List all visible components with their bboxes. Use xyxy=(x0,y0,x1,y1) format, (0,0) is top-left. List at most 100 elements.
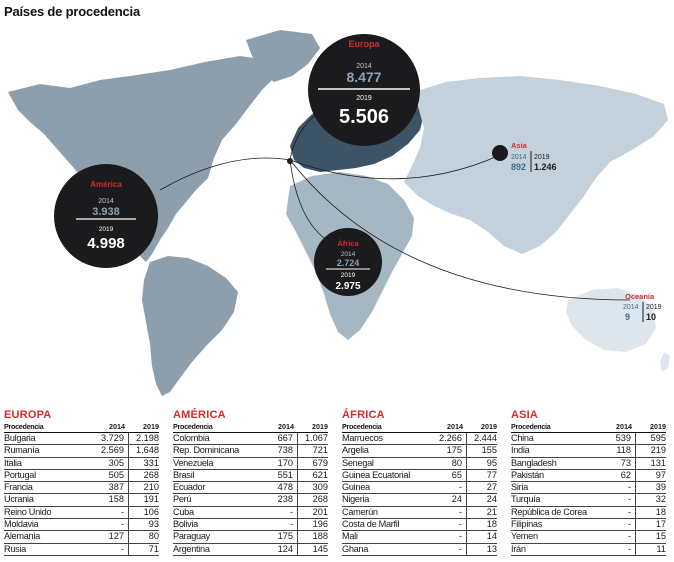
cell-country: Cuba xyxy=(173,506,194,517)
cell-country: Rumanía xyxy=(4,445,40,456)
cell-country: Rep. Dominicana xyxy=(173,445,239,456)
table-title: ÁFRICA xyxy=(342,409,385,421)
cell-2014: - xyxy=(601,531,636,543)
cell-2019: 196 xyxy=(312,519,328,530)
table-row: Francia 387 210 xyxy=(4,482,159,495)
cell-2019: 210 xyxy=(143,482,159,493)
cell-2014: 2014 xyxy=(447,422,463,431)
cell-2019: 11 xyxy=(656,543,666,554)
table-row: Mali - 14 xyxy=(342,531,497,544)
cell-2014: - xyxy=(432,543,467,555)
cell-country: Bolivia xyxy=(173,519,198,530)
cell-2019: 24 xyxy=(486,494,497,505)
cell-country: Bulgaria xyxy=(4,433,36,443)
bubble-asia-value-2014: 892 xyxy=(511,162,526,172)
cell-2019: 80 xyxy=(148,531,159,542)
bubble-europa-name: Europa xyxy=(348,39,380,49)
cell-2014: 175 xyxy=(432,445,467,457)
bubble-asia-label-2019: 2019 xyxy=(534,154,550,161)
bubble-asia-name: Asia xyxy=(511,141,528,150)
cell-2019: 93 xyxy=(148,519,159,530)
cell-country: Moldavia xyxy=(4,519,39,530)
cell-2019: 18 xyxy=(486,519,497,530)
spain-marker xyxy=(287,158,293,164)
cell-2014: 2.266 xyxy=(432,433,467,445)
cell-country: Filipinas xyxy=(511,519,542,530)
bubble-america-name: América xyxy=(90,180,122,189)
south-america-shape xyxy=(142,256,238,396)
table-row: Portugal 505 268 xyxy=(4,469,159,483)
cell-2019: 95 xyxy=(486,457,497,468)
table-row: Argentina 124 145 xyxy=(173,543,328,556)
tables-section: EUROPA Procedencia 2014 2019 Bulgaria 3.729 2.… xyxy=(4,408,672,560)
cell-country: Nigeria xyxy=(342,494,370,505)
table-row: República de Corea - 18 xyxy=(511,506,666,520)
table-row: Argelia 175 155 xyxy=(342,445,497,458)
bubble-america-value-2019: 4.998 xyxy=(87,235,125,252)
table-header-row: Procedencia 2014 2019 xyxy=(173,422,328,433)
cell-country: Venezuela xyxy=(173,457,214,468)
bubble-europa: Europa 2014 8.477 2019 5.506 xyxy=(308,34,420,146)
bubble-america-value-2014: 3.938 xyxy=(92,206,120,218)
table-header-row: Procedencia 2014 2019 xyxy=(511,422,666,433)
table-row: Pakistán 62 97 xyxy=(511,469,666,483)
cell-country: República de Corea xyxy=(511,506,587,517)
cell-country: Marruecos xyxy=(342,433,383,443)
cell-2014: 305 xyxy=(94,457,129,469)
cell-country: China xyxy=(511,433,534,443)
bubble-asia: Asia 2014 892 2019 1.246 xyxy=(492,141,557,172)
cell-2014: 127 xyxy=(94,531,129,543)
connection-lines xyxy=(159,99,631,301)
table-row: Senegal 80 95 xyxy=(342,457,497,470)
cell-2014: 2.569 xyxy=(94,445,129,457)
table-row: Cuba - 201 xyxy=(173,506,328,520)
table-row: Rumanía 2.569 1.648 xyxy=(4,445,159,458)
new-zealand-shape xyxy=(660,352,670,372)
cell-country: Procedencia xyxy=(173,422,213,431)
bubble-africa-label-2014: 2014 xyxy=(341,251,356,258)
table-europa: EUROPA Procedencia 2014 2019 Bulgaria 3.729 2.… xyxy=(4,408,159,556)
bubble-asia-circle xyxy=(492,145,508,161)
cell-2019: 155 xyxy=(481,445,497,456)
cell-2014: 124 xyxy=(263,543,298,555)
cell-country: Argentina xyxy=(173,543,210,554)
cell-2019: 2.198 xyxy=(136,433,159,443)
cell-2019: 2019 xyxy=(312,422,328,431)
australia-shape xyxy=(566,288,656,352)
cell-2019: 201 xyxy=(312,506,328,517)
cell-2014: - xyxy=(94,519,129,531)
cell-2014: - xyxy=(601,543,636,555)
bubble-asia-value-2019: 1.246 xyxy=(534,162,557,172)
cell-2019: 39 xyxy=(655,482,666,493)
table-row: Perú 238 268 xyxy=(173,494,328,507)
world-map: Europa 2014 8.477 2019 5.506 América 201… xyxy=(8,30,670,396)
table-row: Guinea Ecuatorial 65 77 xyxy=(342,469,497,483)
bubble-europa-value-2019: 5.506 xyxy=(339,106,389,128)
line-america xyxy=(159,157,291,191)
table-title: ASIA xyxy=(511,409,539,421)
cell-country: Ghana xyxy=(342,543,369,554)
cell-2019: 27 xyxy=(486,482,497,493)
bubble-africa-value-2014: 2.724 xyxy=(337,258,360,268)
cell-2019: 1.067 xyxy=(305,433,328,443)
table-row: Costa de Marfil - 18 xyxy=(342,519,497,532)
bubble-africa-name: África xyxy=(337,239,359,248)
cell-2019: 268 xyxy=(312,494,328,505)
table-title: EUROPA xyxy=(4,409,52,421)
table-row: Ecuador 478 309 xyxy=(173,482,328,495)
cell-country: Argelia xyxy=(342,445,369,456)
table-row: Filipinas - 17 xyxy=(511,519,666,532)
table-row: Camerún - 21 xyxy=(342,506,497,520)
table-row: India 118 219 xyxy=(511,445,666,458)
table-header-row: Procedencia 2014 2019 xyxy=(4,422,159,433)
cell-2019: 77 xyxy=(486,469,497,480)
bubble-africa-label-2019: 2019 xyxy=(341,272,356,279)
cell-2014: 551 xyxy=(263,469,298,482)
table-row: Yemen - 15 xyxy=(511,531,666,544)
cell-2019: 2019 xyxy=(143,422,159,431)
bubble-oceania-label-2019: 2019 xyxy=(646,304,662,311)
cell-2019: 97 xyxy=(655,469,666,480)
table-row: Colombia 667 1.067 xyxy=(173,433,328,446)
cell-country: Bangladesh xyxy=(511,457,557,468)
cell-2014: - xyxy=(601,494,636,506)
